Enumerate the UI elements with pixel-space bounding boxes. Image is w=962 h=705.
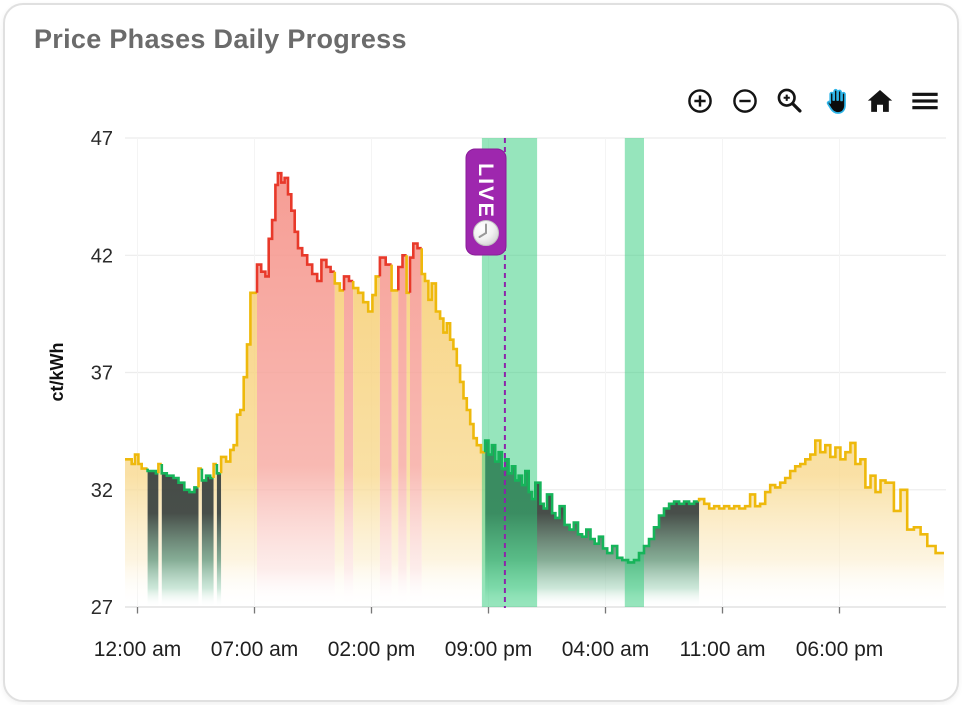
price-area-expensive <box>410 243 422 607</box>
chart-toolbar <box>683 84 942 118</box>
y-tick-label: 37 <box>91 363 113 385</box>
price-area-normal <box>213 464 217 607</box>
home-icon <box>867 89 893 112</box>
pan-button[interactable] <box>818 84 852 118</box>
box-zoom-icon <box>777 88 802 113</box>
axis-labels-layer: 27 32 37 42 47 12:00 am 07:00 am 02:00 pm 09:00 … <box>91 128 884 661</box>
price-line-cheap <box>160 464 199 494</box>
price-line-cheap <box>215 464 222 475</box>
price-line-cheap <box>146 468 159 475</box>
price-line-normal <box>697 439 944 555</box>
menu-icon <box>912 92 938 110</box>
price-line-cheap <box>200 468 214 482</box>
live-badge: LIVE <box>465 148 507 256</box>
zoom-in-icon <box>688 89 712 113</box>
chart-title: Price Phases Daily Progress <box>34 24 407 54</box>
price-line-expensive <box>342 275 354 291</box>
price-line-cheap <box>483 439 700 564</box>
zoom-out-button[interactable] <box>728 84 762 118</box>
x-tick-label: 11:00 am <box>680 638 766 661</box>
y-axis-title: ct/kWh <box>47 342 67 401</box>
zoom-in-button[interactable] <box>683 84 717 118</box>
x-tick-label: 09:00 pm <box>445 638 533 661</box>
price-area-normal <box>125 454 148 607</box>
pan-icon <box>826 88 846 114</box>
price-area-normal <box>699 440 944 607</box>
price-line-expensive <box>397 254 407 291</box>
price-area-cheap <box>201 475 214 607</box>
y-tick-label: 47 <box>91 128 113 150</box>
price-area-normal <box>198 468 202 607</box>
price-line-expensive <box>378 256 392 277</box>
price-area-normal <box>406 292 410 607</box>
x-tick-label: 04:00 am <box>562 638 650 661</box>
box-zoom-button[interactable] <box>773 84 807 118</box>
y-tick-label: 27 <box>91 597 113 619</box>
y-tick-label: 42 <box>91 245 113 267</box>
price-line-expensive <box>255 171 335 293</box>
price-area-cheap <box>147 471 159 607</box>
y-tick-label: 32 <box>91 480 113 502</box>
price-line-normal <box>125 453 148 470</box>
price-line-normal <box>351 275 380 313</box>
price-area-expensive <box>379 257 392 607</box>
price-area-normal <box>421 274 486 607</box>
x-tick-label: 06:00 pm <box>796 638 884 661</box>
x-tick-label: 12:00 am <box>94 638 182 661</box>
price-area-cheap <box>161 473 199 607</box>
price-area-cheap <box>485 440 700 607</box>
live-badge-label: LIVE <box>474 163 498 219</box>
price-area-normal <box>334 283 344 607</box>
price-area-expensive <box>344 276 354 607</box>
price-area-normal <box>158 464 162 607</box>
x-tick-label: 02:00 pm <box>328 638 416 661</box>
cheap-window-band <box>624 138 644 607</box>
price-area-expensive <box>257 173 335 607</box>
menu-button[interactable] <box>908 84 942 118</box>
x-tick-label: 07:00 am <box>211 638 299 661</box>
price-area-cheap <box>216 473 222 607</box>
zoom-out-icon <box>733 89 757 113</box>
price-area-expensive <box>398 255 407 608</box>
price-line-normal <box>420 248 486 454</box>
price-area-normal <box>391 290 399 607</box>
price-line-normal <box>333 271 344 292</box>
price-area-normal <box>353 276 380 607</box>
price-lines-layer <box>125 171 944 564</box>
clock-icon <box>473 220 499 246</box>
price-line-normal <box>390 264 399 292</box>
home-button[interactable] <box>863 84 897 118</box>
price-line-normal <box>219 291 257 474</box>
price-line-expensive <box>408 242 422 293</box>
